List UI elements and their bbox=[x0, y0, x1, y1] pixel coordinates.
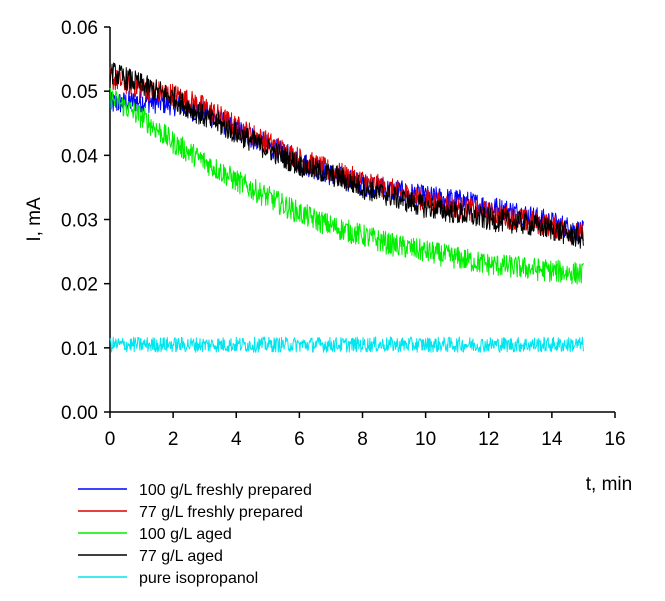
y-axis-ticks: 0.00 0.01 0.02 0.03 0.04 0.05 0.06 bbox=[61, 18, 110, 424]
y-tick-label: 0.02 bbox=[61, 275, 98, 296]
y-tick-label: 0.01 bbox=[61, 339, 98, 360]
y-tick-label: 0.03 bbox=[61, 211, 98, 232]
x-axis-ticks: 0 2 4 6 8 10 12 14 16 bbox=[105, 412, 626, 450]
x-tick-label: 0 bbox=[105, 429, 116, 450]
x-axis-title: t, min bbox=[586, 474, 632, 495]
x-tick-label: 10 bbox=[415, 429, 436, 450]
x-tick-label: 4 bbox=[231, 429, 242, 450]
legend-label-3: 100 g/L aged bbox=[139, 526, 232, 543]
series-lines bbox=[109, 62, 584, 353]
series-line-5 bbox=[109, 336, 584, 353]
x-tick-label: 2 bbox=[168, 429, 179, 450]
legend-label-4: 77 g/L aged bbox=[139, 548, 223, 565]
x-tick-label: 8 bbox=[357, 429, 368, 450]
y-axis-title: I, mA bbox=[24, 197, 45, 242]
x-tick-label: 14 bbox=[541, 429, 563, 450]
y-tick-label: 0.05 bbox=[61, 82, 98, 103]
legend-label-1: 100 g/L freshly prepared bbox=[139, 482, 312, 499]
series-line-2 bbox=[109, 67, 584, 245]
y-tick-label: 0.06 bbox=[61, 18, 98, 39]
series-line-3 bbox=[109, 87, 584, 285]
x-tick-label: 12 bbox=[478, 429, 499, 450]
series-line-4 bbox=[109, 62, 584, 249]
legend-label-2: 77 g/L freshly prepared bbox=[139, 504, 303, 521]
legend-label-5: pure isopropanol bbox=[139, 570, 258, 587]
y-tick-label: 0.04 bbox=[61, 146, 98, 167]
x-tick-label: 16 bbox=[604, 429, 625, 450]
legend: 100 g/L freshly prepared 77 g/L freshly p… bbox=[78, 482, 312, 587]
x-tick-label: 6 bbox=[294, 429, 305, 450]
y-tick-label: 0.00 bbox=[61, 403, 98, 424]
